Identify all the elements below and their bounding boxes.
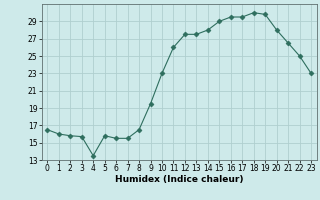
X-axis label: Humidex (Indice chaleur): Humidex (Indice chaleur) <box>115 175 244 184</box>
